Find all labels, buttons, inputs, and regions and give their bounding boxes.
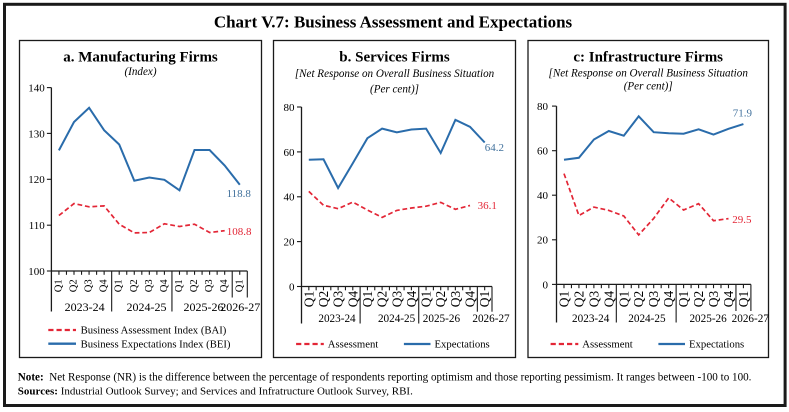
svg-text:Q4: Q4: [99, 279, 110, 293]
svg-text:a. Manufacturing Firms: a. Manufacturing Firms: [63, 49, 218, 65]
svg-text:120: 120: [28, 174, 45, 186]
svg-text:c: Infrastructure Firms: c: Infrastructure Firms: [573, 50, 723, 66]
svg-text:Expectations: Expectations: [435, 339, 490, 351]
svg-text:Q1: Q1: [419, 291, 434, 307]
svg-text:2026-27: 2026-27: [220, 300, 260, 314]
svg-text:36.1: 36.1: [478, 200, 497, 212]
svg-text:2023-24: 2023-24: [318, 313, 356, 325]
svg-text:Q1: Q1: [174, 279, 185, 292]
svg-text:[Net Response on Overall Busin: [Net Response on Overall Business Situat…: [549, 68, 749, 80]
svg-text:Q1: Q1: [53, 279, 64, 292]
svg-text:64.2: 64.2: [485, 142, 504, 154]
svg-text:71.9: 71.9: [733, 107, 753, 119]
svg-text:110: 110: [29, 220, 46, 232]
svg-text:Q2: Q2: [316, 291, 331, 307]
svg-text:2024-25: 2024-25: [127, 300, 167, 314]
svg-text:108.8: 108.8: [227, 226, 252, 238]
svg-text:2023-24: 2023-24: [65, 300, 105, 314]
svg-text:Q3: Q3: [448, 291, 463, 308]
svg-text:(Per cent)]: (Per cent)]: [624, 80, 673, 92]
svg-text:Q3: Q3: [389, 291, 404, 308]
svg-text:Q4: Q4: [463, 291, 478, 308]
svg-text:Q2: Q2: [375, 291, 390, 307]
svg-text:Q4: Q4: [219, 279, 230, 293]
svg-text:40: 40: [537, 190, 549, 202]
svg-text:Q3: Q3: [331, 291, 346, 308]
svg-text:Q1: Q1: [301, 291, 316, 307]
svg-text:0: 0: [289, 281, 295, 293]
svg-text:Chart V.7: Business Assessment: Chart V.7: Business Assessment and Expec…: [214, 13, 573, 32]
svg-text:60: 60: [537, 146, 549, 158]
svg-text:Q1: Q1: [234, 279, 245, 292]
svg-text:2025-26: 2025-26: [689, 313, 727, 325]
svg-text:Q1: Q1: [114, 279, 125, 292]
svg-text:2024-25: 2024-25: [628, 313, 666, 325]
svg-text:[Net Response on Overall Busin: [Net Response on Overall Business Situat…: [295, 68, 495, 80]
svg-text:2023-24: 2023-24: [572, 313, 610, 325]
svg-text:Q4: Q4: [601, 291, 616, 308]
svg-text:Q4: Q4: [404, 291, 419, 308]
svg-text:Q2: Q2: [433, 291, 448, 307]
svg-text:Q2: Q2: [631, 291, 646, 307]
svg-text:Q2: Q2: [129, 279, 140, 292]
svg-text:2026-27: 2026-27: [472, 313, 510, 325]
svg-text:Q1: Q1: [477, 291, 492, 307]
svg-text:Q4: Q4: [159, 279, 170, 293]
svg-text:Q1: Q1: [736, 291, 751, 307]
svg-text:(Per cent)]: (Per cent)]: [370, 83, 419, 95]
svg-text:Q2: Q2: [69, 279, 80, 292]
svg-text:Q3: Q3: [84, 279, 95, 292]
svg-text:Q3: Q3: [586, 291, 601, 308]
svg-text:Note: Net Response (NR) is th: Note: Net Response (NR) is the differenc…: [18, 372, 752, 384]
svg-text:80: 80: [537, 101, 549, 113]
svg-text:Expectations: Expectations: [689, 339, 744, 351]
svg-text:Q2: Q2: [691, 291, 706, 307]
svg-text:118.8: 118.8: [227, 188, 252, 200]
svg-text:Q2: Q2: [571, 291, 586, 307]
svg-text:b. Services Firms: b. Services Firms: [339, 50, 450, 66]
svg-text:2024-25: 2024-25: [378, 313, 416, 325]
svg-text:140: 140: [28, 83, 45, 95]
svg-text:Q3: Q3: [646, 291, 661, 308]
svg-text:(Index): (Index): [124, 66, 156, 78]
svg-text:Assessment: Assessment: [328, 339, 378, 351]
svg-text:Q4: Q4: [661, 291, 676, 308]
svg-text:2025-26: 2025-26: [184, 300, 224, 314]
svg-text:Q3: Q3: [204, 279, 215, 292]
svg-text:Q1: Q1: [360, 291, 375, 307]
svg-text:100: 100: [28, 266, 45, 278]
svg-text:29.5: 29.5: [732, 214, 752, 226]
svg-text:20: 20: [537, 235, 549, 247]
svg-text:Q3: Q3: [144, 279, 155, 292]
svg-text:60: 60: [284, 147, 296, 159]
svg-text:Business Expectations Index (B: Business Expectations Index (BEI): [81, 338, 231, 350]
svg-text:0: 0: [543, 279, 549, 291]
svg-text:130: 130: [28, 128, 45, 140]
svg-text:Sources: Industrial Outlook Su: Sources: Industrial Outlook Survey; and …: [18, 386, 413, 398]
svg-text:80: 80: [284, 102, 296, 114]
svg-text:40: 40: [284, 192, 296, 204]
svg-text:Q1: Q1: [557, 291, 572, 307]
svg-text:Assessment: Assessment: [582, 339, 632, 351]
svg-text:20: 20: [284, 237, 296, 249]
svg-text:Q3: Q3: [706, 291, 721, 308]
svg-text:Q2: Q2: [189, 279, 200, 292]
svg-text:Q1: Q1: [616, 291, 631, 307]
svg-text:Business Assessment Index (BAI: Business Assessment Index (BAI): [81, 325, 227, 337]
svg-text:Q4: Q4: [721, 291, 736, 308]
svg-text:Q4: Q4: [345, 291, 360, 308]
svg-text:Q1: Q1: [676, 291, 691, 307]
svg-text:2026-27: 2026-27: [732, 313, 770, 325]
svg-text:2025-26: 2025-26: [423, 313, 461, 325]
